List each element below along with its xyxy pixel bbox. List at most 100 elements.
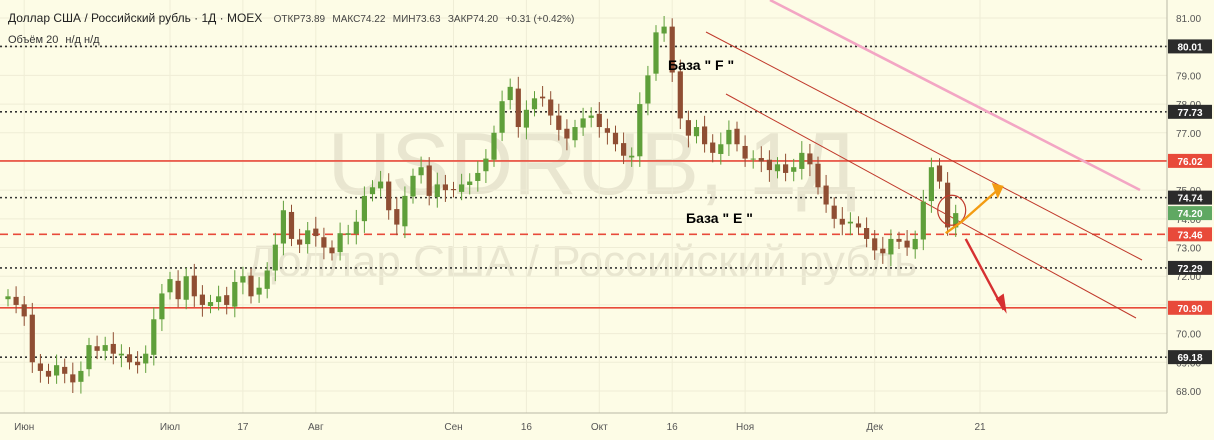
candle <box>264 262 270 299</box>
candle-body <box>702 126 708 145</box>
candle <box>693 119 700 144</box>
price-badge-bg <box>1168 39 1212 54</box>
candle <box>839 207 845 236</box>
candle <box>402 186 408 239</box>
price-badge: 74.74 <box>1168 190 1212 205</box>
candle <box>126 347 133 370</box>
price-badge-bg <box>1168 300 1212 315</box>
candle <box>807 143 813 177</box>
scenario-arrow-up <box>945 186 1002 235</box>
candle <box>604 118 610 145</box>
candle <box>791 158 797 182</box>
candle-body <box>791 167 797 172</box>
candle <box>621 132 627 165</box>
candle-body <box>159 293 165 320</box>
candle <box>742 135 748 167</box>
candle-body <box>256 287 262 295</box>
candle-body <box>629 155 635 158</box>
candle <box>78 361 84 394</box>
time-tick-label: Авг <box>308 422 324 433</box>
candle-body <box>669 26 675 73</box>
candle <box>467 173 473 195</box>
candle-body <box>734 128 740 145</box>
candle-body <box>653 32 659 74</box>
candle-body <box>726 129 732 145</box>
candle <box>191 263 197 307</box>
candle-body <box>94 346 100 351</box>
candle <box>718 132 724 165</box>
candle <box>37 353 43 383</box>
price-axis-badges: 80.01 77.73 76.02 74.74 73.46 72.29 70.90 69.18… <box>1168 39 1212 365</box>
candle <box>329 240 335 261</box>
candle <box>369 180 376 202</box>
time-tick-label: 16 <box>667 422 679 433</box>
candle-body <box>135 361 141 366</box>
candle <box>880 236 886 264</box>
candle-body <box>386 181 392 211</box>
candle-body <box>199 294 205 305</box>
highlight-circle <box>937 194 967 226</box>
candle <box>13 286 19 314</box>
candle <box>86 337 92 377</box>
candle <box>645 65 651 116</box>
candle-body <box>167 279 173 293</box>
price-badge-bg <box>1168 260 1212 275</box>
ohlc-low-value: 73.63 <box>415 14 440 25</box>
candle-body <box>450 189 457 191</box>
current-price-badge-bg <box>1168 206 1212 221</box>
price-badge-label: 80.01 <box>1177 42 1202 53</box>
price-badge: 70.90 <box>1168 300 1212 315</box>
candle <box>353 209 359 245</box>
candle-body <box>564 128 570 139</box>
candle-body <box>831 205 837 219</box>
candle-body <box>110 343 116 354</box>
price-badge-label: 74.74 <box>1177 194 1202 205</box>
candle <box>629 147 635 167</box>
candle-body <box>337 233 343 253</box>
candle-body <box>175 280 181 300</box>
candle-body <box>531 98 538 110</box>
candle <box>5 289 11 307</box>
candle-body <box>475 172 481 181</box>
candle <box>499 90 505 142</box>
channel-line-top <box>705 31 1143 261</box>
trend-line-upper <box>769 0 1141 192</box>
time-tick-label: Дек <box>866 422 883 433</box>
candle <box>872 230 878 260</box>
candle <box>783 153 789 182</box>
candle-body <box>70 374 76 383</box>
candle <box>394 197 400 236</box>
candle <box>450 181 457 198</box>
price-badge: 72.29 <box>1168 260 1212 275</box>
candle <box>288 204 295 247</box>
price-badge-bg <box>1168 350 1212 365</box>
candle <box>280 200 286 256</box>
candle <box>774 157 781 179</box>
candle-body <box>467 181 473 185</box>
candle <box>669 18 675 82</box>
price-tick-label: 73.00 <box>1176 244 1201 255</box>
candle-body <box>5 296 11 300</box>
price-badge-label: 77.73 <box>1177 108 1202 119</box>
candle <box>685 110 691 148</box>
candle <box>305 222 311 254</box>
candle-body <box>264 270 270 289</box>
candle <box>661 15 667 42</box>
time-axis[interactable]: Июн Июл 17 Авг Сен 16 Окт 16 Ноя Дек 21 <box>14 422 986 433</box>
candle <box>953 204 959 237</box>
candle <box>94 335 100 360</box>
candle-body <box>515 88 521 128</box>
ohlc-close-label: ЗАКР <box>448 14 474 25</box>
candle <box>864 217 870 248</box>
candle-body <box>864 228 870 239</box>
candle-body <box>847 221 853 224</box>
candle-body <box>758 158 764 162</box>
drawings <box>937 182 1007 314</box>
candle-body <box>329 247 335 254</box>
current-price-badge: 74.20 <box>1168 206 1212 221</box>
candle-body <box>353 221 359 234</box>
candle-body <box>645 75 651 104</box>
candle-body <box>483 158 489 172</box>
